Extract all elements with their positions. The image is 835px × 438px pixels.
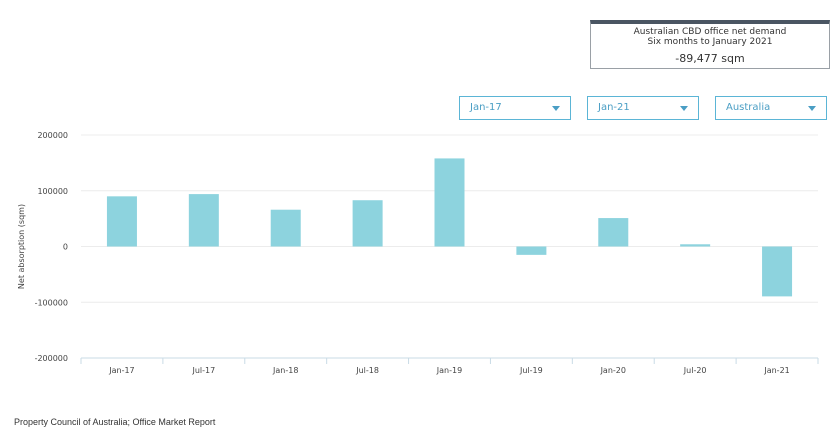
y-axis-label: Net absorption (sqm) [17,204,26,289]
x-tick-label: Jul-18 [355,366,379,375]
summary-title: Australian CBD office net demand [633,27,787,37]
from-period-value: Jan-17 [470,102,502,113]
bar-jan-17 [106,196,137,247]
chevron-down-icon [552,106,560,111]
x-tick-label: Jan-17 [108,366,134,375]
chevron-down-icon [680,106,688,111]
from-period-select[interactable]: Jan-17 [459,96,571,120]
bar-jul-17 [188,194,219,247]
bar-jan-21 [762,246,793,297]
y-tick-label: 0 [63,243,68,252]
to-period-value: Jan-21 [598,102,630,113]
source-note: Property Council of Australia; Office Ma… [14,417,216,427]
region-value: Australia [726,102,771,113]
x-tick-label: Jan-18 [272,366,298,375]
bar-jul-18 [352,200,383,247]
bar-jan-19 [434,158,465,247]
x-tick-label: Jul-17 [191,366,215,375]
bar-jan-18 [270,209,301,247]
summary-subtitle: Six months to January 2021 [647,37,773,47]
y-tick-label: -200000 [35,354,68,363]
bar-jul-19 [516,246,547,255]
x-tick-label: Jan-19 [436,366,462,375]
x-tick-label: Jul-19 [519,366,543,375]
net-absorption-chart: 200000 100000 0 -100000 -200000 Net absorptio… [17,131,819,375]
region-select[interactable]: Australia [715,96,827,120]
x-tick-label: Jul-20 [683,366,707,375]
x-tick-label: Jan-21 [763,366,789,375]
y-tick-label: 200000 [37,131,68,140]
bar-jul-20 [680,244,711,247]
y-tick-label: 100000 [37,187,68,196]
chevron-down-icon [808,106,816,111]
summary-card: Australian CBD office net demand Six mon… [590,20,830,69]
to-period-select[interactable]: Jan-21 [587,96,699,120]
x-tick-label: Jan-20 [600,366,626,375]
summary-value: -89,477 sqm [675,52,745,65]
bar-jan-20 [598,218,629,247]
y-tick-label: -100000 [35,298,68,307]
